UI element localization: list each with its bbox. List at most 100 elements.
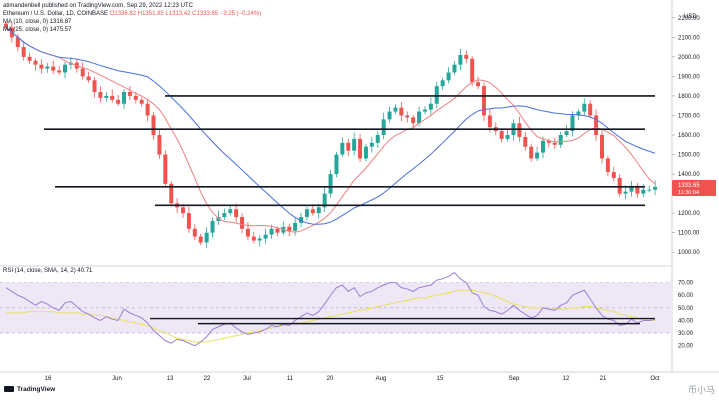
candle-body [440,80,445,87]
candle-body [346,142,351,151]
candle-body [352,138,357,151]
candle-body [33,60,38,65]
candle-body [358,138,363,159]
candle-body [310,209,315,214]
candle-body [393,107,398,112]
candle-body [45,66,50,69]
candle-body [594,115,599,135]
candle-body [63,64,68,73]
candle-countdown-text: 11:36:04 [678,190,699,196]
candle-body [517,123,522,137]
candle-body [15,37,20,48]
candle-body [599,135,604,159]
rsi-tick-label: 50.00 [678,306,694,312]
candle-body [422,109,427,112]
time-tick-label: Jul [243,376,251,382]
time-tick-label: 13 [167,376,174,382]
rsi-tick-label: 70.00 [678,281,694,287]
candle-body [369,142,374,147]
ma25-line [5,27,656,225]
candle-body [529,146,534,159]
candle-body [245,228,250,237]
candle-body [257,238,262,241]
candle-body [647,189,652,191]
candle-body [476,82,481,87]
publisher-text: atimandenbell published on TradingView.c… [3,3,194,9]
candle-body [151,115,156,135]
candle-body [122,92,127,104]
candle-body [428,103,433,110]
candle-body [481,86,486,116]
candle-body [198,236,203,243]
candle-body [611,172,616,178]
candle-body [322,193,327,208]
candle-body [86,76,91,81]
price-tick-label: 1700.00 [678,113,700,119]
tradingview-logo[interactable]: TradingView [4,386,55,393]
candle-body [80,68,85,77]
candle-body [399,107,404,116]
candle-body [605,158,610,173]
candle-body [535,152,540,159]
price-tick-label: 1400.00 [678,172,700,178]
price-tick-label: 1800.00 [678,94,700,100]
rsi-tick-label: 30.00 [678,331,694,337]
price-tick-label: 1900.00 [678,74,700,80]
candle-body [381,119,386,135]
candle-body [552,142,557,145]
candle-body [540,140,545,153]
candle-body [470,58,475,83]
last-price-badge [672,180,716,197]
price-tick-label: 2200.00 [678,16,700,22]
candle-body [564,131,569,135]
price-tick-label: 1600.00 [678,133,700,139]
candle-body [464,54,469,59]
time-tick-label: 16 [45,376,52,382]
price-tick-label: 1500.00 [678,153,700,159]
candle-body [234,209,239,218]
candle-body [299,217,304,223]
candle-body [582,103,587,112]
candle-body [27,56,32,61]
candle-body [487,115,492,128]
candle-body [157,135,162,155]
candle-body [316,207,321,214]
candle-body [287,226,292,231]
candle-body [127,92,132,96]
ohlc-values: O1336.82 H1351.85 L1313.42 C1333.65 −3.2… [109,11,262,17]
candle-body [192,228,197,237]
candle-body [57,70,62,73]
candle-body [204,232,209,243]
candle-body [558,135,563,145]
candle-body [546,140,551,143]
candle-body [269,228,274,235]
time-tick-label: 21 [600,376,607,382]
rsi-tick-label: 60.00 [678,293,694,299]
candle-body [186,213,191,229]
candle-body [617,177,622,194]
candle-body [51,66,56,71]
candle-body [588,103,593,116]
candle-body [340,142,345,155]
candle-body [405,115,410,118]
candle-body [293,222,298,231]
candle-body [576,111,581,116]
watermark: 币小马 [687,386,715,396]
candle-body [452,64,457,73]
rsi-tick-label: 40.00 [678,318,694,324]
price-tick-label: 2000.00 [678,55,700,61]
candle-body [499,131,504,139]
candle-body [228,209,233,214]
candle-body [641,189,646,194]
rsi-tick-label: 20.00 [678,344,694,350]
price-tick-label: 1200.00 [678,211,700,217]
candle-body [263,234,268,239]
time-tick-label: Sep [509,376,520,382]
candle-body [222,213,227,218]
candle-body [434,86,439,104]
time-tick-label: Aug [376,376,387,382]
candle-body [139,99,144,104]
ma10-legend: MA (10, close, 0) 1316.87 [3,19,72,25]
candle-body [169,183,174,204]
